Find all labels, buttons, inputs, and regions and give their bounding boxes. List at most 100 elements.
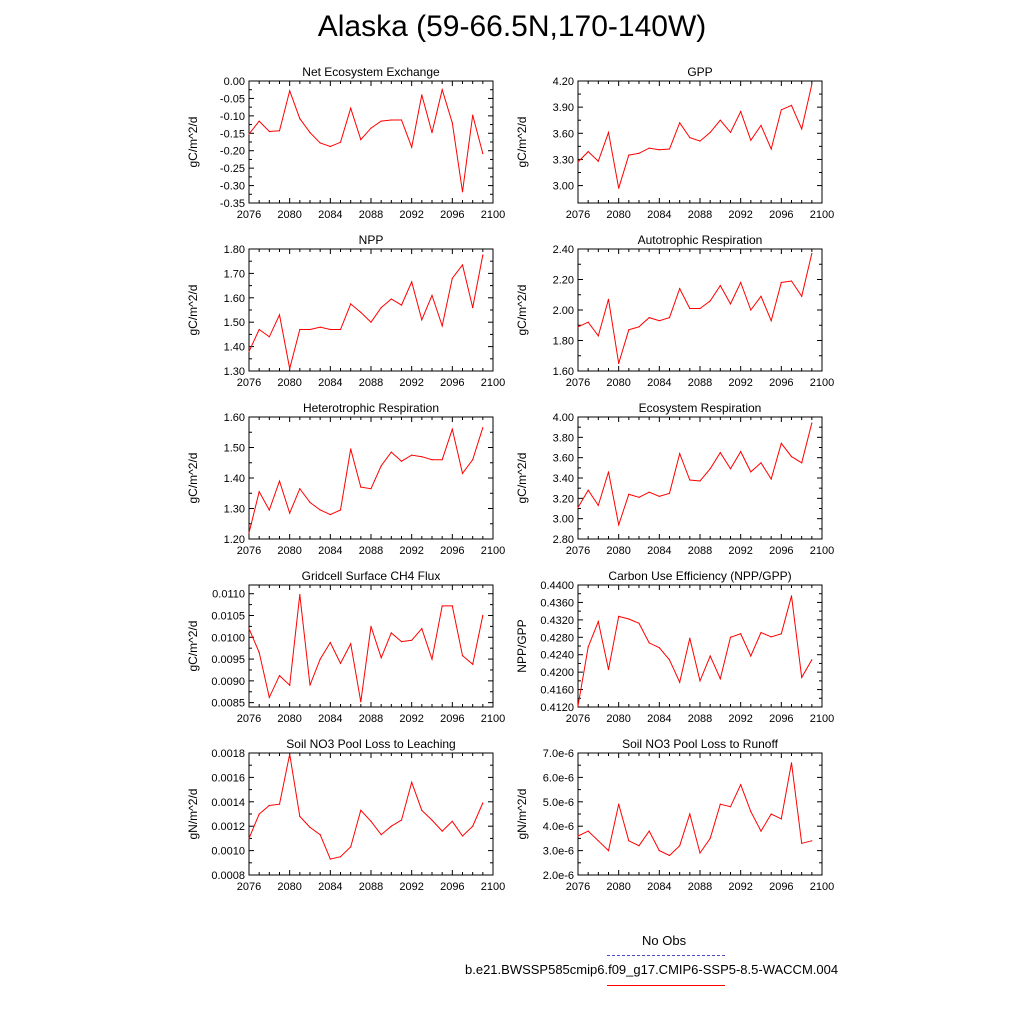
y-tick-label: 0.0085 bbox=[211, 698, 245, 710]
x-tick-label: 2084 bbox=[647, 545, 671, 557]
data-point bbox=[329, 145, 331, 148]
data-point bbox=[299, 328, 301, 331]
x-tick-label: 2088 bbox=[359, 881, 383, 893]
data-point bbox=[577, 835, 579, 837]
data-point bbox=[350, 107, 352, 109]
y-tick-label: 0.0090 bbox=[211, 676, 245, 688]
x-tick-label: 2080 bbox=[606, 881, 630, 893]
data-point bbox=[709, 468, 711, 470]
data-point bbox=[299, 118, 301, 120]
data-point bbox=[319, 142, 321, 144]
x-tick-label: 2088 bbox=[688, 377, 712, 389]
data-point bbox=[441, 459, 443, 461]
data-point bbox=[648, 147, 650, 149]
data-point bbox=[339, 509, 342, 511]
data-point bbox=[370, 127, 372, 129]
data-point bbox=[709, 131, 711, 133]
data-point bbox=[319, 509, 321, 511]
x-tick-label: 2084 bbox=[647, 209, 671, 221]
data-point bbox=[339, 856, 342, 858]
data-point bbox=[668, 492, 671, 494]
x-tick-label: 2096 bbox=[769, 377, 793, 389]
x-tick-label: 2088 bbox=[359, 377, 383, 389]
chart-title: Heterotrophic Respiration bbox=[303, 401, 439, 415]
x-tick-label: 2092 bbox=[728, 209, 752, 221]
data-point bbox=[370, 321, 372, 323]
data-point bbox=[339, 328, 342, 331]
data-point bbox=[811, 253, 813, 255]
data-point bbox=[689, 813, 691, 815]
data-point bbox=[258, 120, 260, 122]
data-point bbox=[451, 277, 453, 279]
x-tick-label: 2100 bbox=[810, 545, 834, 557]
x-tick-label: 2076 bbox=[237, 545, 261, 557]
legend-run-label: b.e21.BWSSP585cmip6.f09_g17.CMIP6-SSP5-8… bbox=[465, 962, 839, 977]
plot-frame bbox=[248, 584, 494, 708]
data-point bbox=[441, 830, 443, 832]
data-point bbox=[668, 148, 671, 150]
legend-run-line bbox=[607, 985, 725, 986]
y-tick-label: 1.20 bbox=[224, 534, 245, 546]
data-point bbox=[801, 128, 803, 130]
x-tick-label: 2084 bbox=[318, 209, 342, 221]
data-point bbox=[618, 615, 620, 618]
y-tick-label: 3.00 bbox=[553, 514, 574, 526]
data-point bbox=[587, 830, 589, 832]
data-point bbox=[441, 325, 443, 327]
data-point bbox=[729, 468, 732, 470]
data-point bbox=[472, 825, 474, 827]
x-tick-label: 2092 bbox=[399, 545, 423, 557]
chart-panel: Soil NO3 Pool Loss to Runoff gN/m^2/d 2076… bbox=[515, 737, 834, 893]
data-point bbox=[597, 621, 599, 623]
y-tick-label: 1.60 bbox=[224, 412, 245, 424]
x-tick-label: 2088 bbox=[688, 881, 712, 893]
data-point bbox=[278, 480, 281, 482]
x-tick-label: 2088 bbox=[359, 209, 383, 221]
data-point bbox=[770, 320, 772, 322]
y-tick-label: 1.60 bbox=[553, 366, 574, 378]
data-point bbox=[289, 90, 291, 92]
data-point bbox=[431, 459, 433, 461]
chart-panel: Ecosystem Respiration gC/m^2/d 2076 2080 208… bbox=[515, 401, 834, 557]
data-point bbox=[482, 254, 484, 256]
x-tick-label: 2096 bbox=[440, 881, 464, 893]
x-tick-label: 2080 bbox=[277, 545, 301, 557]
series-line bbox=[248, 427, 484, 534]
data-point bbox=[268, 696, 270, 699]
x-tick-label: 2076 bbox=[237, 209, 261, 221]
data-point bbox=[299, 488, 301, 490]
x-tick-label: 2076 bbox=[237, 713, 261, 725]
chart-title: Autotrophic Respiration bbox=[638, 233, 763, 247]
y-axis-label: gC/m^2/d bbox=[186, 117, 200, 168]
data-point bbox=[607, 850, 610, 852]
data-point bbox=[770, 813, 772, 815]
data-point bbox=[380, 834, 382, 836]
x-tick-label: 2084 bbox=[647, 713, 671, 725]
y-tick-label: 3.0e-6 bbox=[543, 846, 574, 858]
x-tick-label: 2100 bbox=[481, 713, 505, 725]
data-point bbox=[801, 676, 803, 679]
y-tick-label: -0.15 bbox=[220, 128, 245, 140]
data-point bbox=[350, 303, 352, 305]
data-point bbox=[350, 643, 352, 645]
data-point bbox=[780, 109, 782, 111]
data-point bbox=[319, 326, 321, 328]
y-tick-label: 0.4120 bbox=[540, 702, 574, 714]
y-tick-label: 0.0105 bbox=[211, 611, 245, 623]
x-tick-label: 2096 bbox=[769, 545, 793, 557]
x-tick-label: 2080 bbox=[277, 713, 301, 725]
chart-title: Net Ecosystem Exchange bbox=[302, 65, 440, 79]
series-line bbox=[577, 84, 813, 189]
y-tick-label: 1.80 bbox=[224, 244, 245, 256]
data-point bbox=[248, 350, 250, 353]
series-line bbox=[248, 754, 484, 860]
plot-frame bbox=[577, 584, 823, 708]
y-tick-label: 3.80 bbox=[553, 432, 574, 444]
data-point bbox=[638, 622, 640, 624]
data-point bbox=[618, 524, 620, 526]
data-point bbox=[299, 815, 301, 818]
data-point bbox=[648, 830, 650, 832]
data-point bbox=[411, 281, 413, 283]
data-point bbox=[689, 307, 691, 310]
data-point bbox=[431, 294, 433, 296]
